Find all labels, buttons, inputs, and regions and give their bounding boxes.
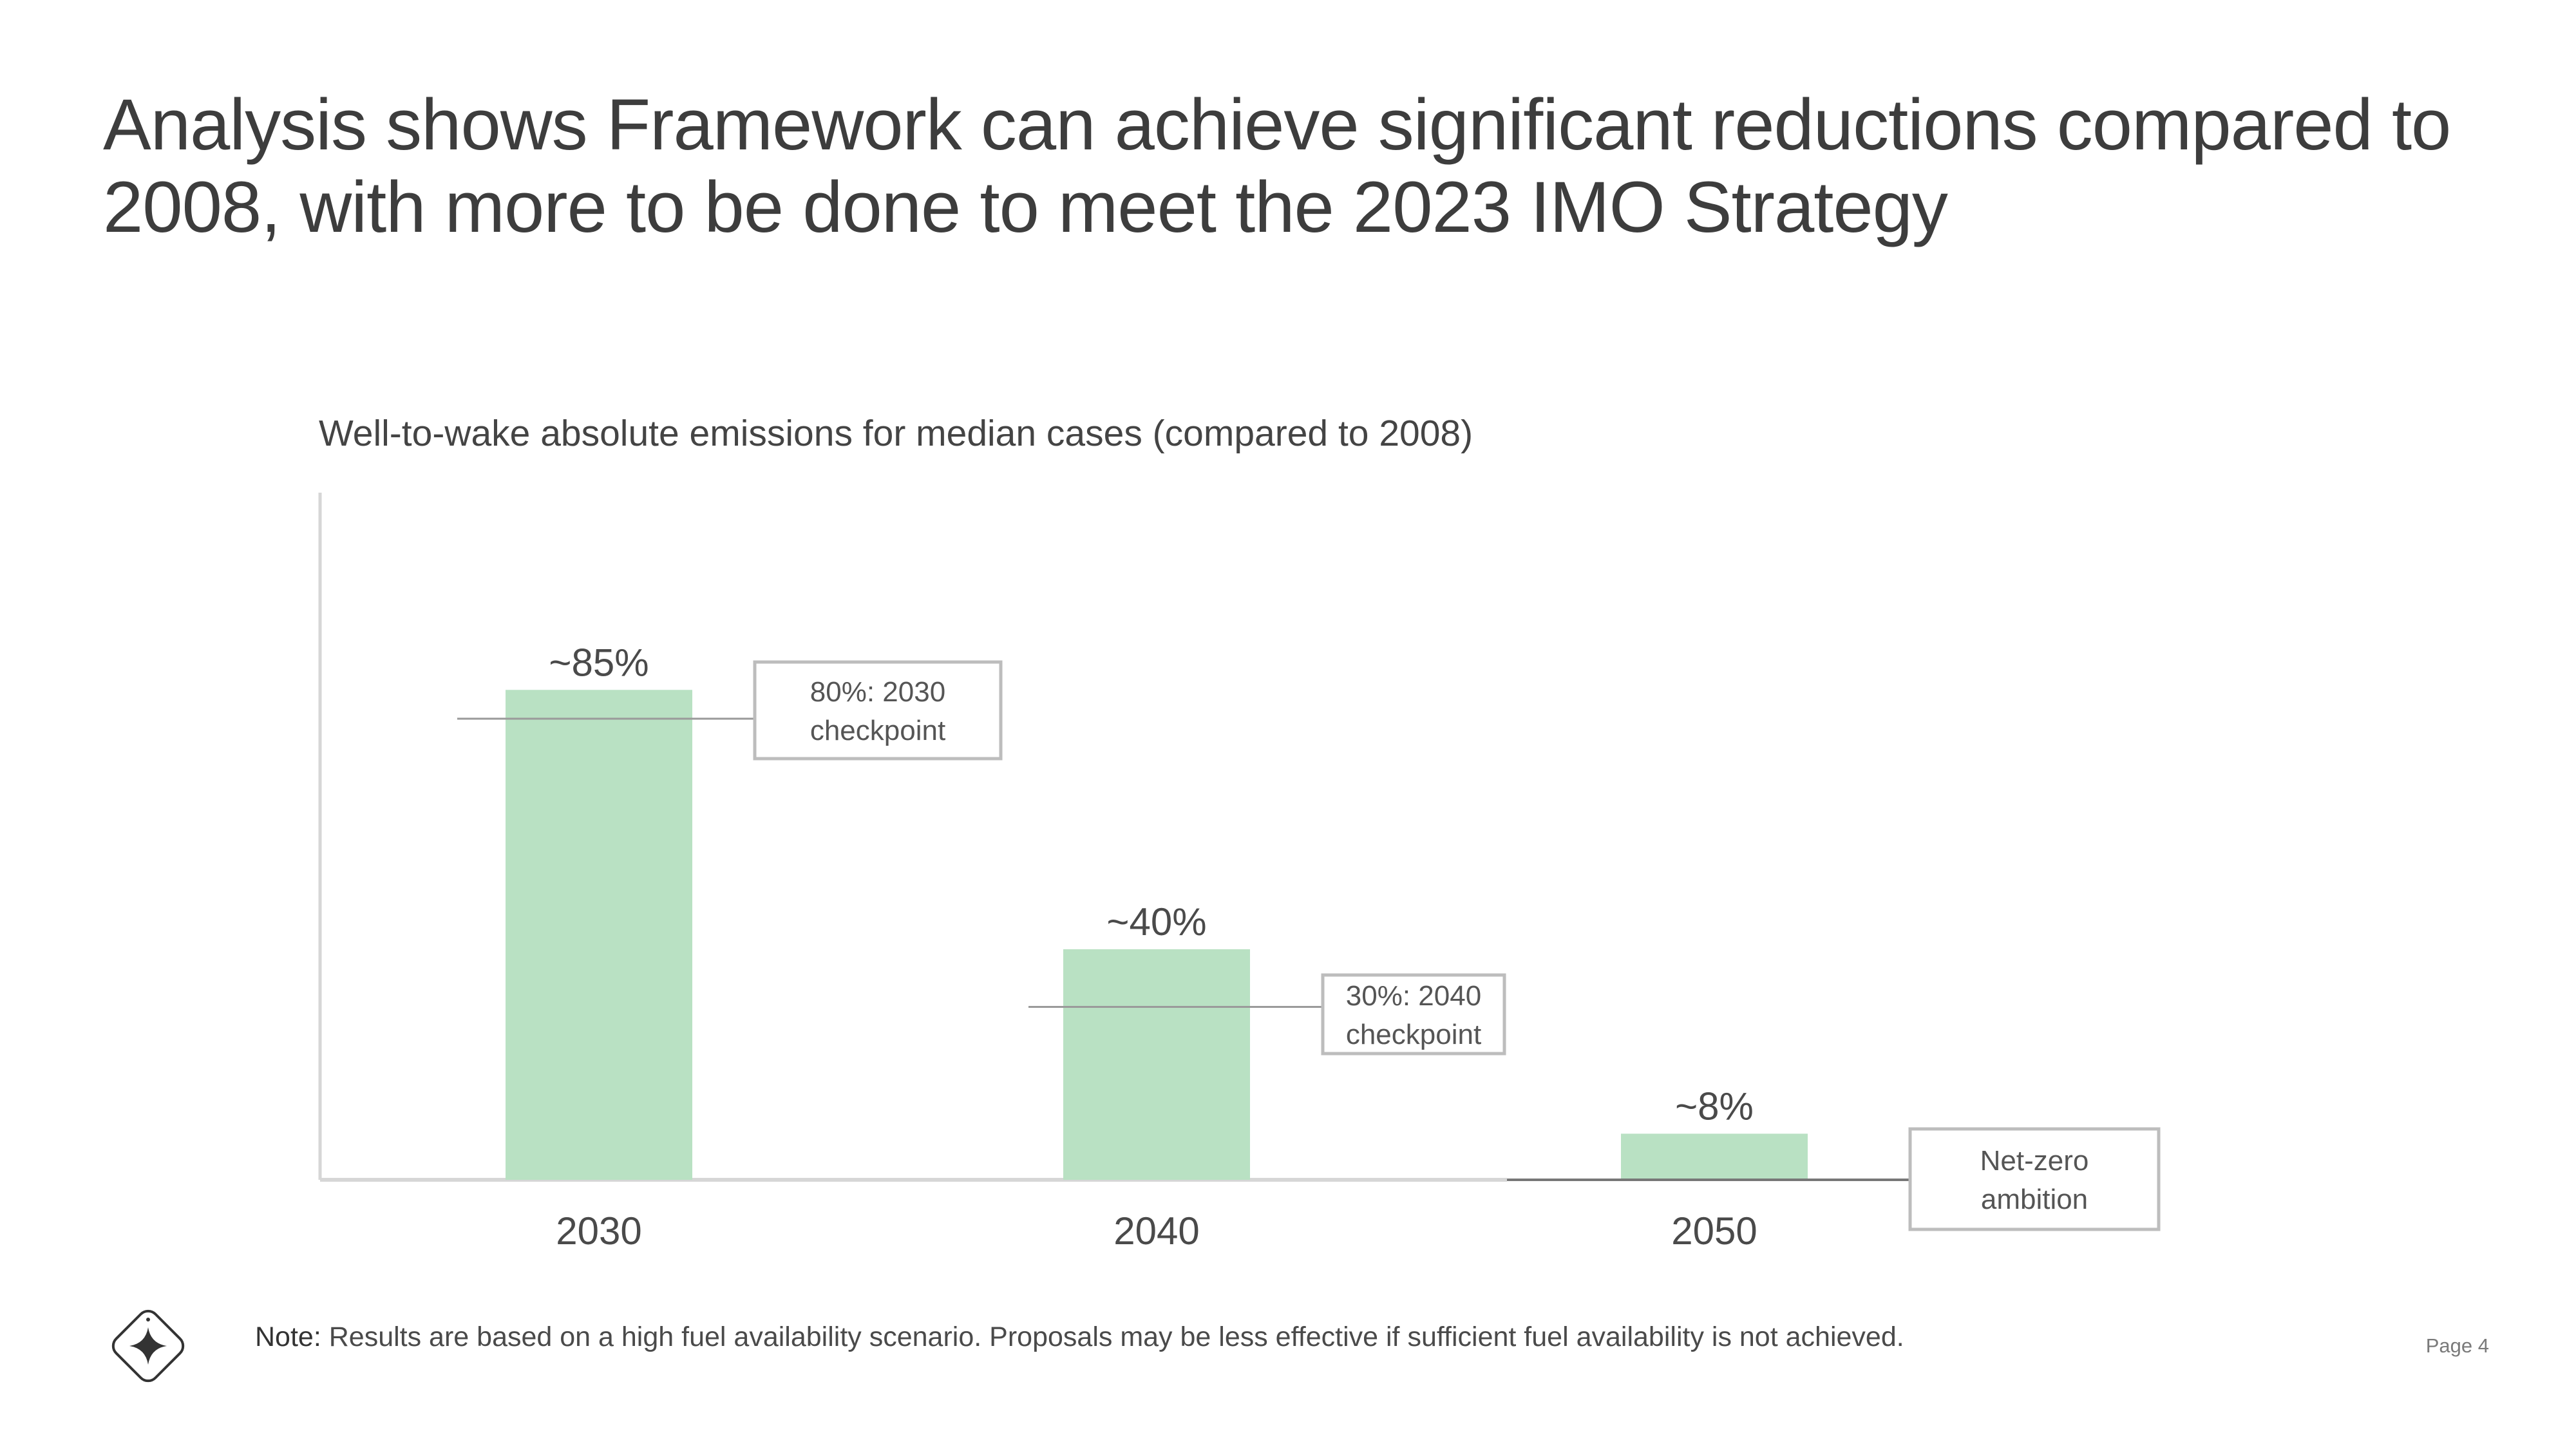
bar-2050 bbox=[1621, 1133, 1808, 1180]
reference-label-2030-line2: checkpoint bbox=[810, 715, 945, 746]
bar-2040 bbox=[1063, 949, 1250, 1180]
logo-icon bbox=[111, 1309, 185, 1383]
page-title: Analysis shows Framework can achieve sig… bbox=[103, 84, 2451, 247]
reference-box-2040 bbox=[1321, 973, 1506, 1056]
data-label-2040: ~40% bbox=[1106, 900, 1206, 943]
data-label-2050: ~8% bbox=[1675, 1084, 1754, 1128]
footnote: Note: Results are based on a high fuel a… bbox=[255, 1321, 1904, 1353]
data-label-2030: ~85% bbox=[549, 641, 649, 684]
page-number: Page 4 bbox=[2425, 1334, 2489, 1357]
reference-label-2040-line2: checkpoint bbox=[1346, 1019, 1481, 1050]
footnote-text: Results are based on a high fuel availab… bbox=[321, 1321, 1904, 1352]
reference-label-2030-line1: 80%: 2030 bbox=[810, 676, 945, 708]
reference-label-2050-line2: ambition bbox=[1981, 1184, 2088, 1215]
reference-label-2040-line1: 30%: 2040 bbox=[1346, 980, 1481, 1012]
reference-box-2030 bbox=[753, 660, 1003, 761]
bar-2030 bbox=[506, 690, 692, 1180]
reference-label-2050-line1: Net-zero bbox=[1980, 1145, 2089, 1177]
x-tick-label-2030: 2030 bbox=[556, 1209, 641, 1253]
chart-title: Well-to-wake absolute emissions for medi… bbox=[319, 413, 1473, 454]
x-tick-label-2050: 2050 bbox=[1671, 1209, 1757, 1253]
reference-box-2050 bbox=[1908, 1127, 2161, 1231]
x-tick-label-2040: 2040 bbox=[1113, 1209, 1199, 1253]
footnote-lead: Note: bbox=[255, 1321, 321, 1352]
